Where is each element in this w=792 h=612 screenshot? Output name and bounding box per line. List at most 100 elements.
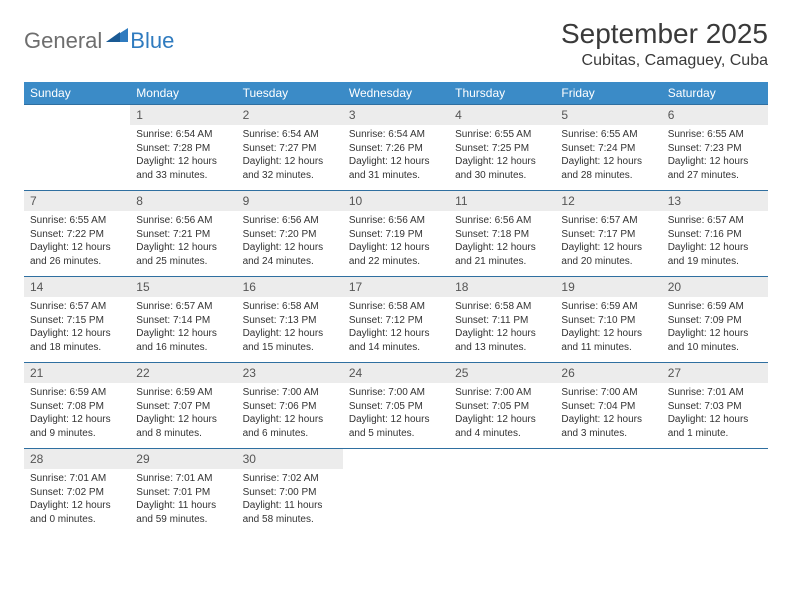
- day-number: 10: [343, 191, 449, 211]
- day-header-mon: Monday: [130, 82, 236, 105]
- day-body: Sunrise: 6:57 AMSunset: 7:15 PMDaylight:…: [24, 297, 130, 362]
- day-cell: [24, 105, 130, 191]
- day-cell: 1Sunrise: 6:54 AMSunset: 7:28 PMDaylight…: [130, 105, 236, 191]
- day-number: 14: [24, 277, 130, 297]
- day-header-sat: Saturday: [662, 82, 768, 105]
- day-cell: 5Sunrise: 6:55 AMSunset: 7:24 PMDaylight…: [555, 105, 661, 191]
- day-number: 30: [237, 449, 343, 469]
- day-cell: 29Sunrise: 7:01 AMSunset: 7:01 PMDayligh…: [130, 449, 236, 535]
- day-header-row: Sunday Monday Tuesday Wednesday Thursday…: [24, 82, 768, 105]
- day-cell: [449, 449, 555, 535]
- day-cell: 26Sunrise: 7:00 AMSunset: 7:04 PMDayligh…: [555, 363, 661, 449]
- day-cell: 24Sunrise: 7:00 AMSunset: 7:05 PMDayligh…: [343, 363, 449, 449]
- day-body: Sunrise: 6:59 AMSunset: 7:07 PMDaylight:…: [130, 383, 236, 448]
- day-cell: 17Sunrise: 6:58 AMSunset: 7:12 PMDayligh…: [343, 277, 449, 363]
- week-row: 21Sunrise: 6:59 AMSunset: 7:08 PMDayligh…: [24, 363, 768, 449]
- day-cell: 18Sunrise: 6:58 AMSunset: 7:11 PMDayligh…: [449, 277, 555, 363]
- day-cell: 20Sunrise: 6:59 AMSunset: 7:09 PMDayligh…: [662, 277, 768, 363]
- day-body: Sunrise: 6:56 AMSunset: 7:19 PMDaylight:…: [343, 211, 449, 276]
- day-cell: 16Sunrise: 6:58 AMSunset: 7:13 PMDayligh…: [237, 277, 343, 363]
- day-number: 18: [449, 277, 555, 297]
- day-cell: 3Sunrise: 6:54 AMSunset: 7:26 PMDaylight…: [343, 105, 449, 191]
- day-cell: 28Sunrise: 7:01 AMSunset: 7:02 PMDayligh…: [24, 449, 130, 535]
- day-number: 26: [555, 363, 661, 383]
- day-cell: 19Sunrise: 6:59 AMSunset: 7:10 PMDayligh…: [555, 277, 661, 363]
- day-header-tue: Tuesday: [237, 82, 343, 105]
- day-cell: 12Sunrise: 6:57 AMSunset: 7:17 PMDayligh…: [555, 191, 661, 277]
- day-header-wed: Wednesday: [343, 82, 449, 105]
- day-body: Sunrise: 7:01 AMSunset: 7:03 PMDaylight:…: [662, 383, 768, 448]
- day-body: Sunrise: 7:00 AMSunset: 7:06 PMDaylight:…: [237, 383, 343, 448]
- day-body: Sunrise: 6:59 AMSunset: 7:10 PMDaylight:…: [555, 297, 661, 362]
- logo-text-general: General: [24, 28, 102, 54]
- day-body: Sunrise: 6:57 AMSunset: 7:17 PMDaylight:…: [555, 211, 661, 276]
- day-cell: 22Sunrise: 6:59 AMSunset: 7:07 PMDayligh…: [130, 363, 236, 449]
- day-number: 8: [130, 191, 236, 211]
- day-cell: 10Sunrise: 6:56 AMSunset: 7:19 PMDayligh…: [343, 191, 449, 277]
- week-row: 1Sunrise: 6:54 AMSunset: 7:28 PMDaylight…: [24, 105, 768, 191]
- day-number: 15: [130, 277, 236, 297]
- day-body: Sunrise: 7:01 AMSunset: 7:02 PMDaylight:…: [24, 469, 130, 534]
- day-body: Sunrise: 6:56 AMSunset: 7:18 PMDaylight:…: [449, 211, 555, 276]
- day-cell: 14Sunrise: 6:57 AMSunset: 7:15 PMDayligh…: [24, 277, 130, 363]
- day-number: 4: [449, 105, 555, 125]
- day-number: 13: [662, 191, 768, 211]
- page: General Blue September 2025 Cubitas, Cam…: [0, 0, 792, 552]
- title-block: September 2025 Cubitas, Camaguey, Cuba: [561, 18, 768, 70]
- day-cell: 15Sunrise: 6:57 AMSunset: 7:14 PMDayligh…: [130, 277, 236, 363]
- day-cell: 21Sunrise: 6:59 AMSunset: 7:08 PMDayligh…: [24, 363, 130, 449]
- day-body: Sunrise: 6:58 AMSunset: 7:12 PMDaylight:…: [343, 297, 449, 362]
- day-cell: 8Sunrise: 6:56 AMSunset: 7:21 PMDaylight…: [130, 191, 236, 277]
- day-header-fri: Friday: [555, 82, 661, 105]
- day-cell: 30Sunrise: 7:02 AMSunset: 7:00 PMDayligh…: [237, 449, 343, 535]
- day-body: Sunrise: 6:58 AMSunset: 7:11 PMDaylight:…: [449, 297, 555, 362]
- location: Cubitas, Camaguey, Cuba: [561, 52, 768, 70]
- day-number: 16: [237, 277, 343, 297]
- day-number: 29: [130, 449, 236, 469]
- day-body: Sunrise: 6:54 AMSunset: 7:26 PMDaylight:…: [343, 125, 449, 190]
- day-body: Sunrise: 6:59 AMSunset: 7:08 PMDaylight:…: [24, 383, 130, 448]
- day-body: Sunrise: 6:54 AMSunset: 7:27 PMDaylight:…: [237, 125, 343, 190]
- day-cell: 23Sunrise: 7:00 AMSunset: 7:06 PMDayligh…: [237, 363, 343, 449]
- day-body: Sunrise: 6:55 AMSunset: 7:25 PMDaylight:…: [449, 125, 555, 190]
- day-number: 6: [662, 105, 768, 125]
- day-number: 20: [662, 277, 768, 297]
- week-row: 14Sunrise: 6:57 AMSunset: 7:15 PMDayligh…: [24, 277, 768, 363]
- day-number: 25: [449, 363, 555, 383]
- day-body: Sunrise: 6:59 AMSunset: 7:09 PMDaylight:…: [662, 297, 768, 362]
- day-number: 23: [237, 363, 343, 383]
- day-cell: 13Sunrise: 6:57 AMSunset: 7:16 PMDayligh…: [662, 191, 768, 277]
- day-number: 27: [662, 363, 768, 383]
- day-body: Sunrise: 6:54 AMSunset: 7:28 PMDaylight:…: [130, 125, 236, 190]
- day-body: Sunrise: 6:55 AMSunset: 7:24 PMDaylight:…: [555, 125, 661, 190]
- week-row: 7Sunrise: 6:55 AMSunset: 7:22 PMDaylight…: [24, 191, 768, 277]
- day-body: Sunrise: 6:56 AMSunset: 7:20 PMDaylight:…: [237, 211, 343, 276]
- day-body: Sunrise: 7:02 AMSunset: 7:00 PMDaylight:…: [237, 469, 343, 534]
- day-cell: 9Sunrise: 6:56 AMSunset: 7:20 PMDaylight…: [237, 191, 343, 277]
- day-cell: 2Sunrise: 6:54 AMSunset: 7:27 PMDaylight…: [237, 105, 343, 191]
- day-body: Sunrise: 6:58 AMSunset: 7:13 PMDaylight:…: [237, 297, 343, 362]
- day-body: Sunrise: 7:00 AMSunset: 7:05 PMDaylight:…: [343, 383, 449, 448]
- day-cell: [343, 449, 449, 535]
- day-number: 2: [237, 105, 343, 125]
- day-body: Sunrise: 6:55 AMSunset: 7:23 PMDaylight:…: [662, 125, 768, 190]
- day-body: Sunrise: 6:57 AMSunset: 7:14 PMDaylight:…: [130, 297, 236, 362]
- logo-triangle-icon: [106, 26, 128, 47]
- day-header-sun: Sunday: [24, 82, 130, 105]
- day-number: 7: [24, 191, 130, 211]
- day-number: 19: [555, 277, 661, 297]
- day-cell: 27Sunrise: 7:01 AMSunset: 7:03 PMDayligh…: [662, 363, 768, 449]
- day-number: 9: [237, 191, 343, 211]
- day-body: Sunrise: 6:55 AMSunset: 7:22 PMDaylight:…: [24, 211, 130, 276]
- day-cell: 7Sunrise: 6:55 AMSunset: 7:22 PMDaylight…: [24, 191, 130, 277]
- day-cell: [662, 449, 768, 535]
- day-number: 17: [343, 277, 449, 297]
- calendar-table: Sunday Monday Tuesday Wednesday Thursday…: [24, 82, 768, 534]
- day-header-thu: Thursday: [449, 82, 555, 105]
- logo-text-blue: Blue: [130, 28, 174, 54]
- header: General Blue September 2025 Cubitas, Cam…: [24, 18, 768, 70]
- day-body: Sunrise: 7:00 AMSunset: 7:04 PMDaylight:…: [555, 383, 661, 448]
- day-number: 28: [24, 449, 130, 469]
- day-body: Sunrise: 6:56 AMSunset: 7:21 PMDaylight:…: [130, 211, 236, 276]
- day-number: 11: [449, 191, 555, 211]
